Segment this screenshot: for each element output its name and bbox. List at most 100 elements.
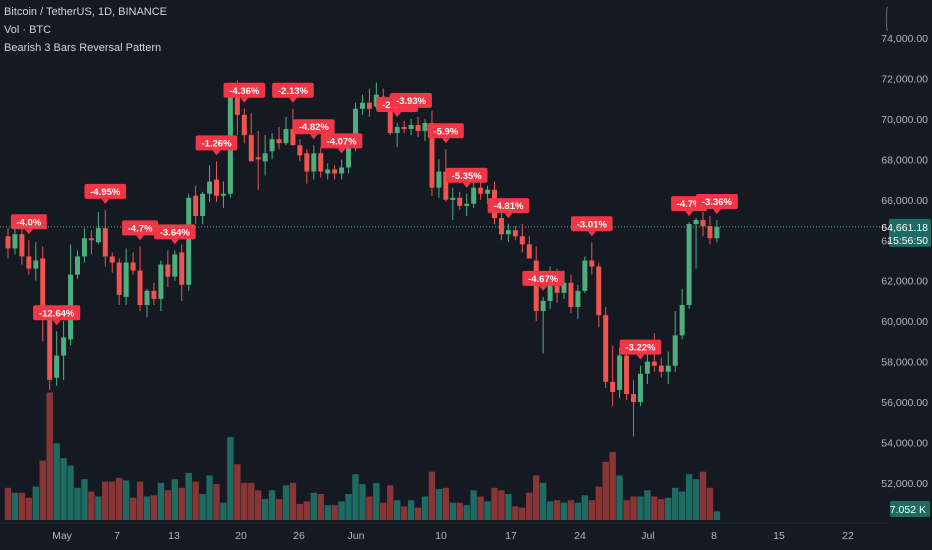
price-tick: 56,000.00 <box>881 397 928 409</box>
candle-body <box>485 189 491 194</box>
volume-bar <box>296 503 304 520</box>
candle-body <box>575 290 581 308</box>
candle-body <box>276 139 282 144</box>
candle-body <box>380 96 386 99</box>
candle-body <box>290 129 296 146</box>
pattern-label-box <box>487 198 530 214</box>
volume-bar <box>414 507 422 520</box>
volume-bar <box>345 494 352 520</box>
volume-bar <box>136 481 144 520</box>
candle-body <box>526 244 532 259</box>
candle-body <box>214 179 219 196</box>
volume-bar <box>449 502 456 520</box>
pattern-label-box <box>84 183 127 199</box>
price-tick: 52,000.00 <box>881 478 928 490</box>
volume-bar <box>53 443 60 520</box>
volume-bar <box>185 472 192 520</box>
volume-bar <box>678 491 686 520</box>
volume-bar <box>428 471 436 520</box>
time-tick: 20 <box>235 530 247 542</box>
candle-body <box>582 260 588 291</box>
candle-body <box>359 102 365 109</box>
candle-body <box>325 169 331 174</box>
candle-body <box>75 256 80 275</box>
volume-bar <box>519 507 526 520</box>
candle-body <box>554 274 560 293</box>
volume-bar <box>366 496 373 520</box>
volume-bar <box>359 484 366 520</box>
pattern-label-box <box>390 92 432 108</box>
price-tick: 64,000.00 <box>881 235 928 247</box>
volume-bar <box>637 496 644 520</box>
candle-body <box>318 153 324 172</box>
volume-bar <box>421 496 429 520</box>
candle-body <box>262 153 268 162</box>
volume-bar <box>616 475 623 520</box>
candle-body <box>596 266 602 316</box>
candle-body <box>387 98 393 134</box>
volume-bar <box>651 496 658 520</box>
pattern-label-arrow <box>407 107 416 113</box>
pattern-label-box <box>571 216 613 232</box>
candle-body <box>589 260 595 267</box>
volume-bar <box>380 502 387 520</box>
candle-body <box>68 274 74 340</box>
price-tick: 74,000.00 <box>881 33 928 45</box>
pattern-label: -3.93% <box>396 96 427 107</box>
time-tick: 17 <box>505 530 517 542</box>
pattern-label: -3.36% <box>702 197 733 208</box>
time-tick: Jun <box>348 530 365 542</box>
time-tick: 8 <box>711 530 717 542</box>
candle-body <box>172 254 178 277</box>
pattern-label-box <box>696 194 738 210</box>
volume-bar <box>95 496 102 520</box>
pattern-label: -3.64% <box>160 227 191 238</box>
candle-body <box>144 290 150 305</box>
volume-bar <box>602 461 609 520</box>
pattern-label-box <box>427 123 464 139</box>
volume-bar <box>39 460 46 520</box>
candle-body <box>429 122 435 188</box>
volume-bar <box>25 497 33 520</box>
volume-bar <box>199 494 206 520</box>
candle-body <box>540 300 546 312</box>
candle-body <box>610 381 616 392</box>
candle-body <box>234 90 240 115</box>
candle-body <box>227 90 233 194</box>
candle-body <box>373 94 379 107</box>
price-scale-bg <box>888 0 932 550</box>
pattern-label-box <box>522 270 564 286</box>
candle-body <box>617 355 623 390</box>
currency-button[interactable]: USDT <box>886 6 922 32</box>
candle-body <box>498 218 504 235</box>
pattern-label-arrow <box>462 182 471 188</box>
candle-body <box>679 305 685 336</box>
pattern-label-box <box>122 220 159 236</box>
volume-bar <box>505 494 512 520</box>
price-tick: 62,000.00 <box>881 276 928 288</box>
volume-bar <box>213 484 220 520</box>
volume-bar <box>685 474 693 520</box>
volume-bar <box>268 490 276 520</box>
volume-bar <box>310 492 317 520</box>
volume-bar <box>116 477 123 520</box>
time-tick: 22 <box>842 530 854 542</box>
candle-body <box>519 236 525 245</box>
pattern-label-arrow <box>101 198 110 204</box>
volume-bar <box>317 494 324 520</box>
volume-bar <box>18 492 26 520</box>
pattern-label-box <box>293 119 335 135</box>
price-tick: 58,000.00 <box>881 357 928 369</box>
volume-bar <box>498 490 505 520</box>
candle-body <box>464 203 470 206</box>
pattern-label-arrow <box>685 211 694 217</box>
volume-bar <box>81 479 88 520</box>
candle-body <box>624 355 630 394</box>
price-tick: 72,000.00 <box>881 73 928 85</box>
volume-bar <box>150 495 158 520</box>
pattern-label: -5.9% <box>433 126 458 137</box>
last-price-tag <box>889 218 931 247</box>
pattern-label-arrow <box>309 134 318 140</box>
